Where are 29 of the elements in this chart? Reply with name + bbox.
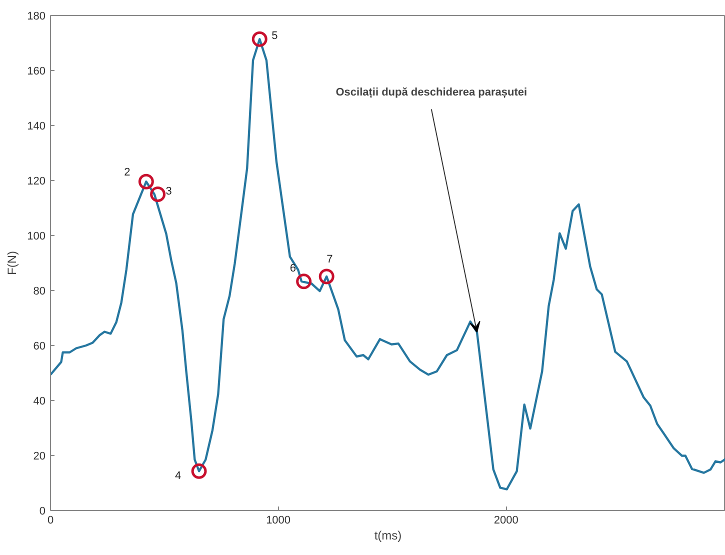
y-axis-title: F(N) <box>5 250 20 275</box>
y-tick-label: 60 <box>33 340 46 352</box>
x-tick-label: 0 <box>47 514 54 526</box>
annotation: 7 <box>326 253 333 266</box>
y-tick-label: 0 <box>39 506 46 518</box>
x-tick-label: 2000 <box>494 514 518 526</box>
annotation: 3 <box>166 185 172 198</box>
y-tick-label: 100 <box>27 230 46 242</box>
y-tick-label: 40 <box>33 396 46 408</box>
point <box>191 463 207 479</box>
point <box>296 274 312 290</box>
point <box>318 268 334 284</box>
x-axis-title: t(ms) <box>374 528 402 542</box>
y-tick-label: 160 <box>27 66 46 78</box>
annotation: 2 <box>124 166 130 179</box>
y-tick-label: 20 <box>33 450 46 462</box>
line-series <box>50 38 725 490</box>
annotation: 5 <box>272 30 278 42</box>
y-tick-label: 120 <box>27 176 46 188</box>
point <box>252 31 268 47</box>
annotation: Oscilații după deschiderea parașutei <box>336 86 528 98</box>
point <box>138 174 154 190</box>
annotation: 6 <box>290 262 296 274</box>
y-tick-label: 80 <box>33 286 46 298</box>
point <box>150 186 166 202</box>
y-tick-label: 180 <box>27 10 46 22</box>
annotation: 4 <box>175 470 182 482</box>
x-tick-label: 1000 <box>266 514 291 526</box>
y-tick-label: 140 <box>27 120 46 132</box>
